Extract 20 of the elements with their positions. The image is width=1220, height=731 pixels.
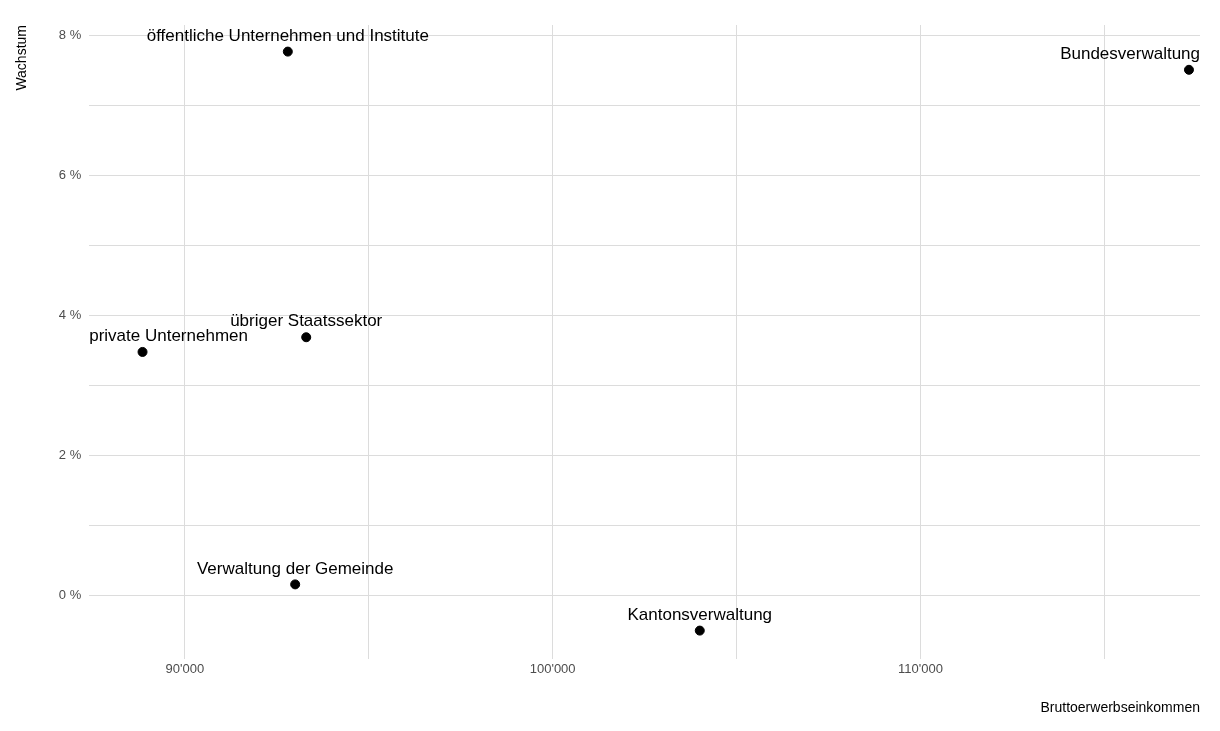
point bbox=[290, 579, 301, 590]
point bbox=[1183, 64, 1194, 75]
y-tick-label: 2 % bbox=[58, 447, 82, 463]
y-tick-label: 0 % bbox=[58, 587, 82, 603]
y-tick-label: 6 % bbox=[58, 167, 82, 183]
annotation: Verwaltung der Gemeinde bbox=[196, 558, 394, 578]
point bbox=[301, 332, 312, 343]
point bbox=[694, 625, 705, 636]
y-tick-label: 8 % bbox=[58, 27, 82, 43]
x-tick-label: 90'000 bbox=[165, 660, 205, 676]
y-axis-title: Wachstum bbox=[13, 25, 30, 91]
x-tick-label: 100'000 bbox=[529, 660, 576, 676]
x-tick-label: 110'000 bbox=[898, 660, 943, 676]
point bbox=[137, 346, 148, 357]
annotation: öffentliche Unternehmen und Institute bbox=[146, 25, 429, 45]
annotation: Bundesverwaltung bbox=[1060, 43, 1201, 63]
annotation: Kantonsverwaltung bbox=[627, 604, 773, 624]
y-tick-label: 4 % bbox=[58, 307, 82, 323]
x-axis-title: Bruttoerwerbseinkommen bbox=[1040, 699, 1200, 716]
point bbox=[282, 46, 293, 57]
